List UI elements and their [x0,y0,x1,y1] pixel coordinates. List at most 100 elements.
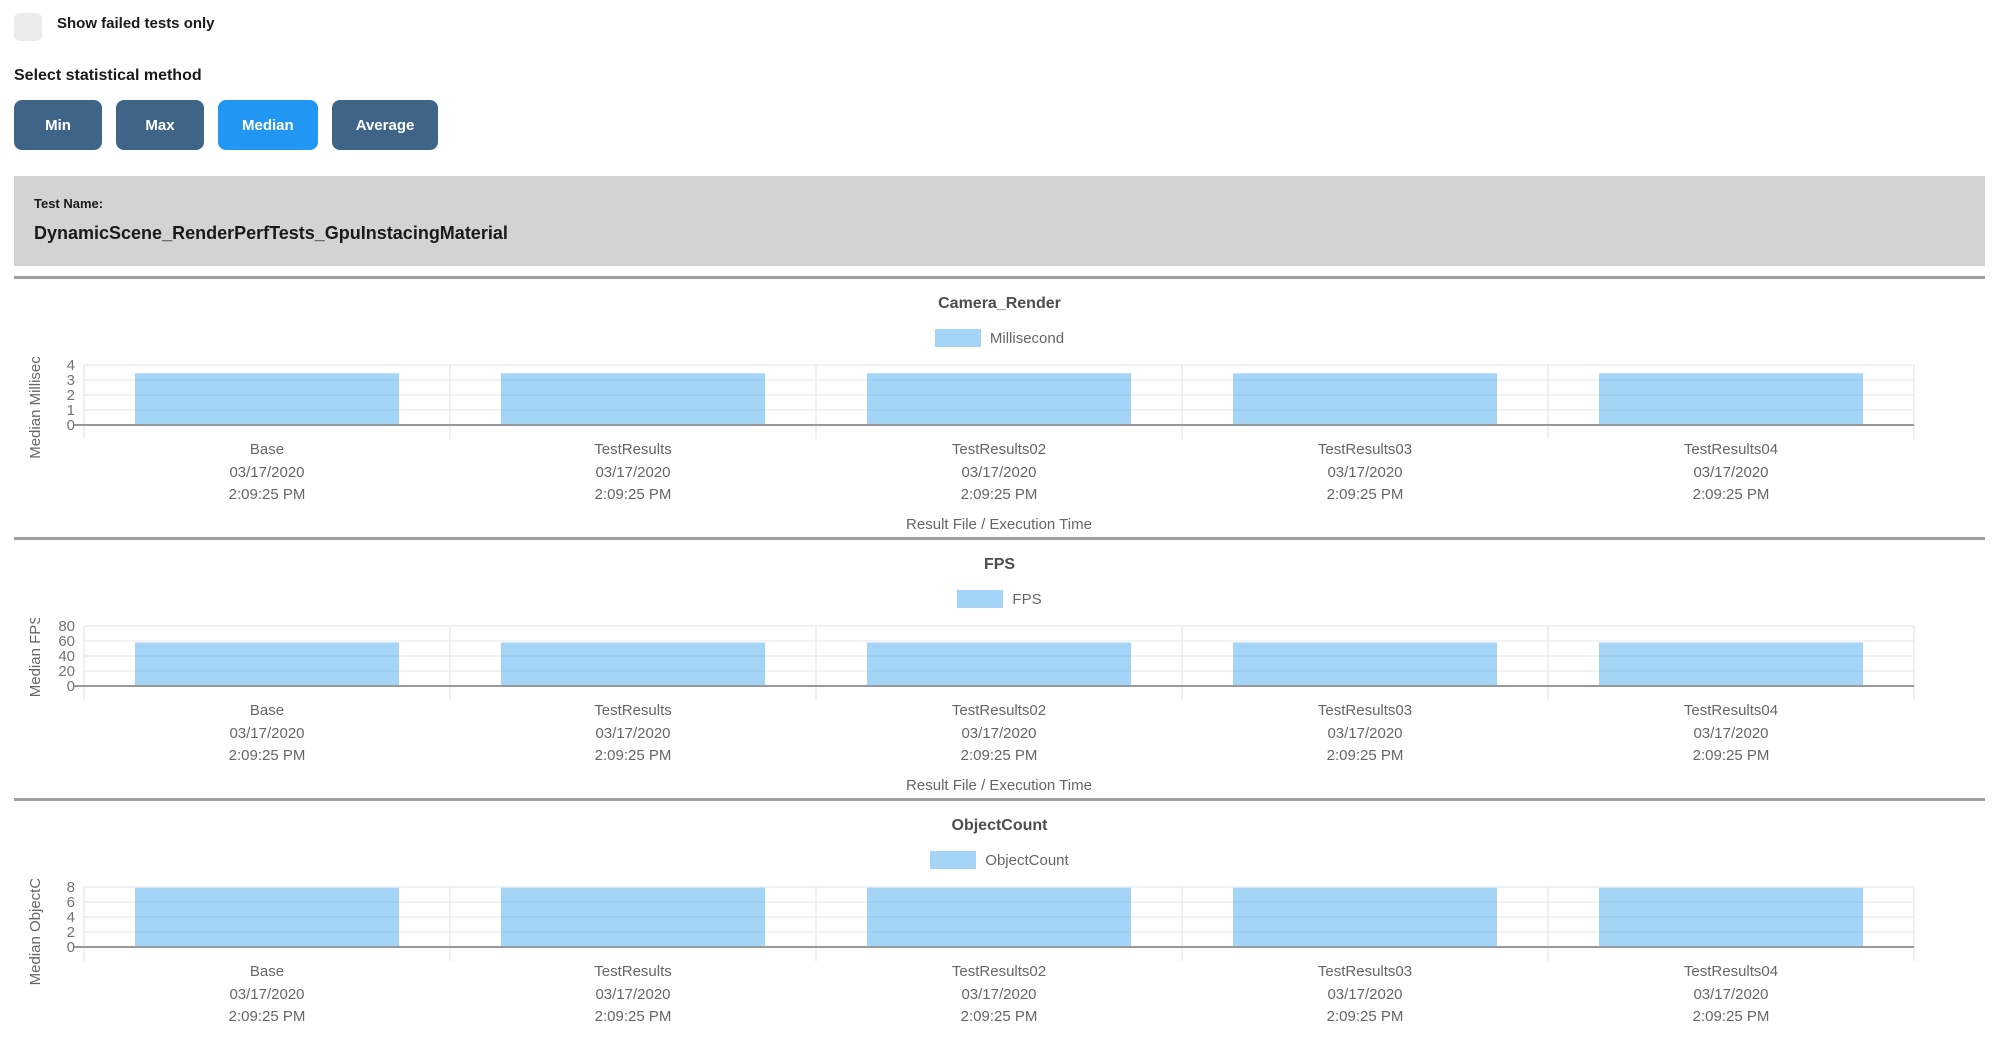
x-axis-label: Result File / Execution Time [906,777,1092,794]
category-label: Base [250,963,284,980]
y-tick-label: 4 [67,357,75,374]
y-tick-label: 1 [67,402,75,419]
bar [867,642,1131,686]
category-label: TestResults02 [952,963,1046,980]
test-name-label: Test Name: [34,196,104,211]
test-name-banner: Test Name: DynamicScene_RenderPerfTests_… [14,176,1985,266]
y-tick-label: 0 [67,417,75,434]
category-label: 03/17/2020 [595,725,670,742]
statistical-method-label: Select statistical method [14,67,202,84]
test-name-value: DynamicScene_RenderPerfTests_GpuInstacin… [34,223,508,243]
category-label: 2:09:25 PM [961,1008,1038,1025]
y-tick-label: 40 [58,648,75,665]
method-button-min[interactable]: Min [14,100,102,150]
category-label: 2:09:25 PM [229,486,306,503]
y-tick-label: 6 [67,894,75,911]
category-label: 03/17/2020 [229,725,304,742]
category-label: 2:09:25 PM [229,747,306,764]
bar [135,373,399,425]
category-label: 2:09:25 PM [961,747,1038,764]
category-label: 03/17/2020 [1327,725,1402,742]
category-label: 03/17/2020 [229,464,304,481]
chart-section-fps: FPS FPS 80 60 40 20 0 Base 03/17/2020 2:09:25 P… [14,537,1985,798]
category-label: 2:09:25 PM [1327,1008,1404,1025]
category-label: Base [250,702,284,719]
chart-legend[interactable]: ObjectCount [14,851,1985,869]
y-tick-label: 0 [67,678,75,695]
category-label: 03/17/2020 [1693,464,1768,481]
y-tick-label: 8 [67,879,75,896]
category-label: TestResults [594,963,672,980]
category-label: 2:09:25 PM [961,486,1038,503]
category-label: 2:09:25 PM [1327,747,1404,764]
x-axis-label: Result File / Execution Time [906,516,1092,533]
bar [1233,887,1497,947]
category-label: TestResults [594,441,672,458]
category-label: 2:09:25 PM [1693,747,1770,764]
category-label: TestResults03 [1318,963,1412,980]
method-button-max[interactable]: Max [116,100,204,150]
category-label: 03/17/2020 [1327,464,1402,481]
chart-section-camera-render: Camera_Render Millisecond 4 3 2 1 0 Base 03/17… [14,276,1985,537]
category-label: 2:09:25 PM [595,747,672,764]
bar [867,887,1131,947]
y-tick-label: 60 [58,633,75,650]
bar [1233,373,1497,425]
y-axis-label: Median FPS [27,618,44,697]
category-label: TestResults04 [1684,963,1778,980]
show-failed-label: Show failed tests only [57,15,215,32]
bar [1233,642,1497,686]
category-label: 03/17/2020 [961,725,1036,742]
category-label: 03/17/2020 [1693,725,1768,742]
legend-label: Millisecond [989,329,1065,347]
category-label: 03/17/2020 [961,986,1036,1003]
category-label: TestResults03 [1318,702,1412,719]
chart-title: ObjectCount [951,817,1048,834]
chart-legend[interactable]: Millisecond [14,329,1985,347]
method-button-median[interactable]: Median [218,100,318,150]
y-tick-label: 2 [67,387,75,404]
bar [501,887,765,947]
bar [1599,642,1863,686]
bar [135,887,399,947]
y-tick-label: 2 [67,924,75,941]
category-label: Base [250,441,284,458]
y-tick-label: 80 [58,618,75,635]
show-failed-row: Show failed tests only [14,13,1985,41]
legend-label: ObjectCount [985,851,1069,869]
chart-title: Camera_Render [938,295,1061,312]
y-tick-label: 20 [58,663,75,680]
category-label: TestResults02 [952,702,1046,719]
bar [867,373,1131,425]
category-label: 03/17/2020 [1327,986,1402,1003]
category-label: TestResults04 [1684,702,1778,719]
category-label: 03/17/2020 [595,464,670,481]
legend-swatch [957,590,1004,608]
y-tick-label: 3 [67,372,75,389]
bar [135,642,399,686]
bar [501,642,765,686]
category-label: 03/17/2020 [1693,986,1768,1003]
show-failed-checkbox[interactable] [14,13,42,41]
category-label: 03/17/2020 [229,986,304,1003]
bar [1599,373,1863,425]
chart-title: FPS [983,556,1016,573]
legend-swatch [930,851,977,869]
legend-label: FPS [1012,590,1042,608]
chart-section-objectcount: ObjectCount ObjectCount 8 6 4 2 0 Base 03/17/2… [14,798,1985,1059]
chart-legend[interactable]: FPS [14,590,1985,608]
statistical-method-buttons: Min Max Median Average [14,100,1985,150]
y-tick-label: 0 [67,939,75,956]
bar [1599,887,1863,947]
y-tick-label: 4 [67,909,75,926]
category-label: 2:09:25 PM [1693,486,1770,503]
category-label: 03/17/2020 [595,986,670,1003]
category-label: 03/17/2020 [961,464,1036,481]
category-label: 2:09:25 PM [1327,486,1404,503]
category-label: 2:09:25 PM [229,1008,306,1025]
method-button-average[interactable]: Average [331,100,439,150]
category-label: TestResults04 [1684,441,1778,458]
